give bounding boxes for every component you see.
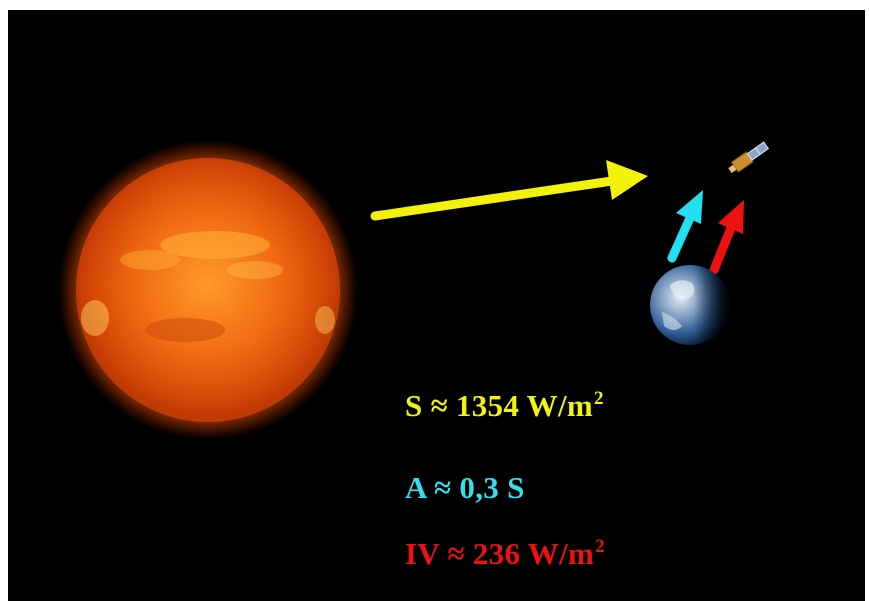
solar-radiation-arrow bbox=[370, 160, 648, 221]
reflected-radiation-arrow bbox=[667, 190, 703, 263]
solar-constant-text: S ≈ 1354 W/m bbox=[405, 388, 593, 423]
earth-image bbox=[650, 265, 730, 345]
infrared-exponent: 2 bbox=[595, 536, 605, 557]
infrared-text: IV ≈ 236 W/m bbox=[405, 536, 595, 571]
infrared-label: IV ≈ 236 W/m2 bbox=[405, 536, 605, 571]
sun-image bbox=[58, 140, 358, 440]
satellite-image bbox=[728, 141, 770, 174]
albedo-label: A ≈ 0,3 S bbox=[405, 472, 525, 503]
solar-constant-exponent: 2 bbox=[593, 388, 604, 409]
albedo-text: A ≈ 0,3 S bbox=[405, 470, 525, 505]
solar-constant-label: S ≈ 1354 W/m2 bbox=[405, 388, 604, 423]
infrared-radiation-arrow bbox=[709, 200, 744, 275]
